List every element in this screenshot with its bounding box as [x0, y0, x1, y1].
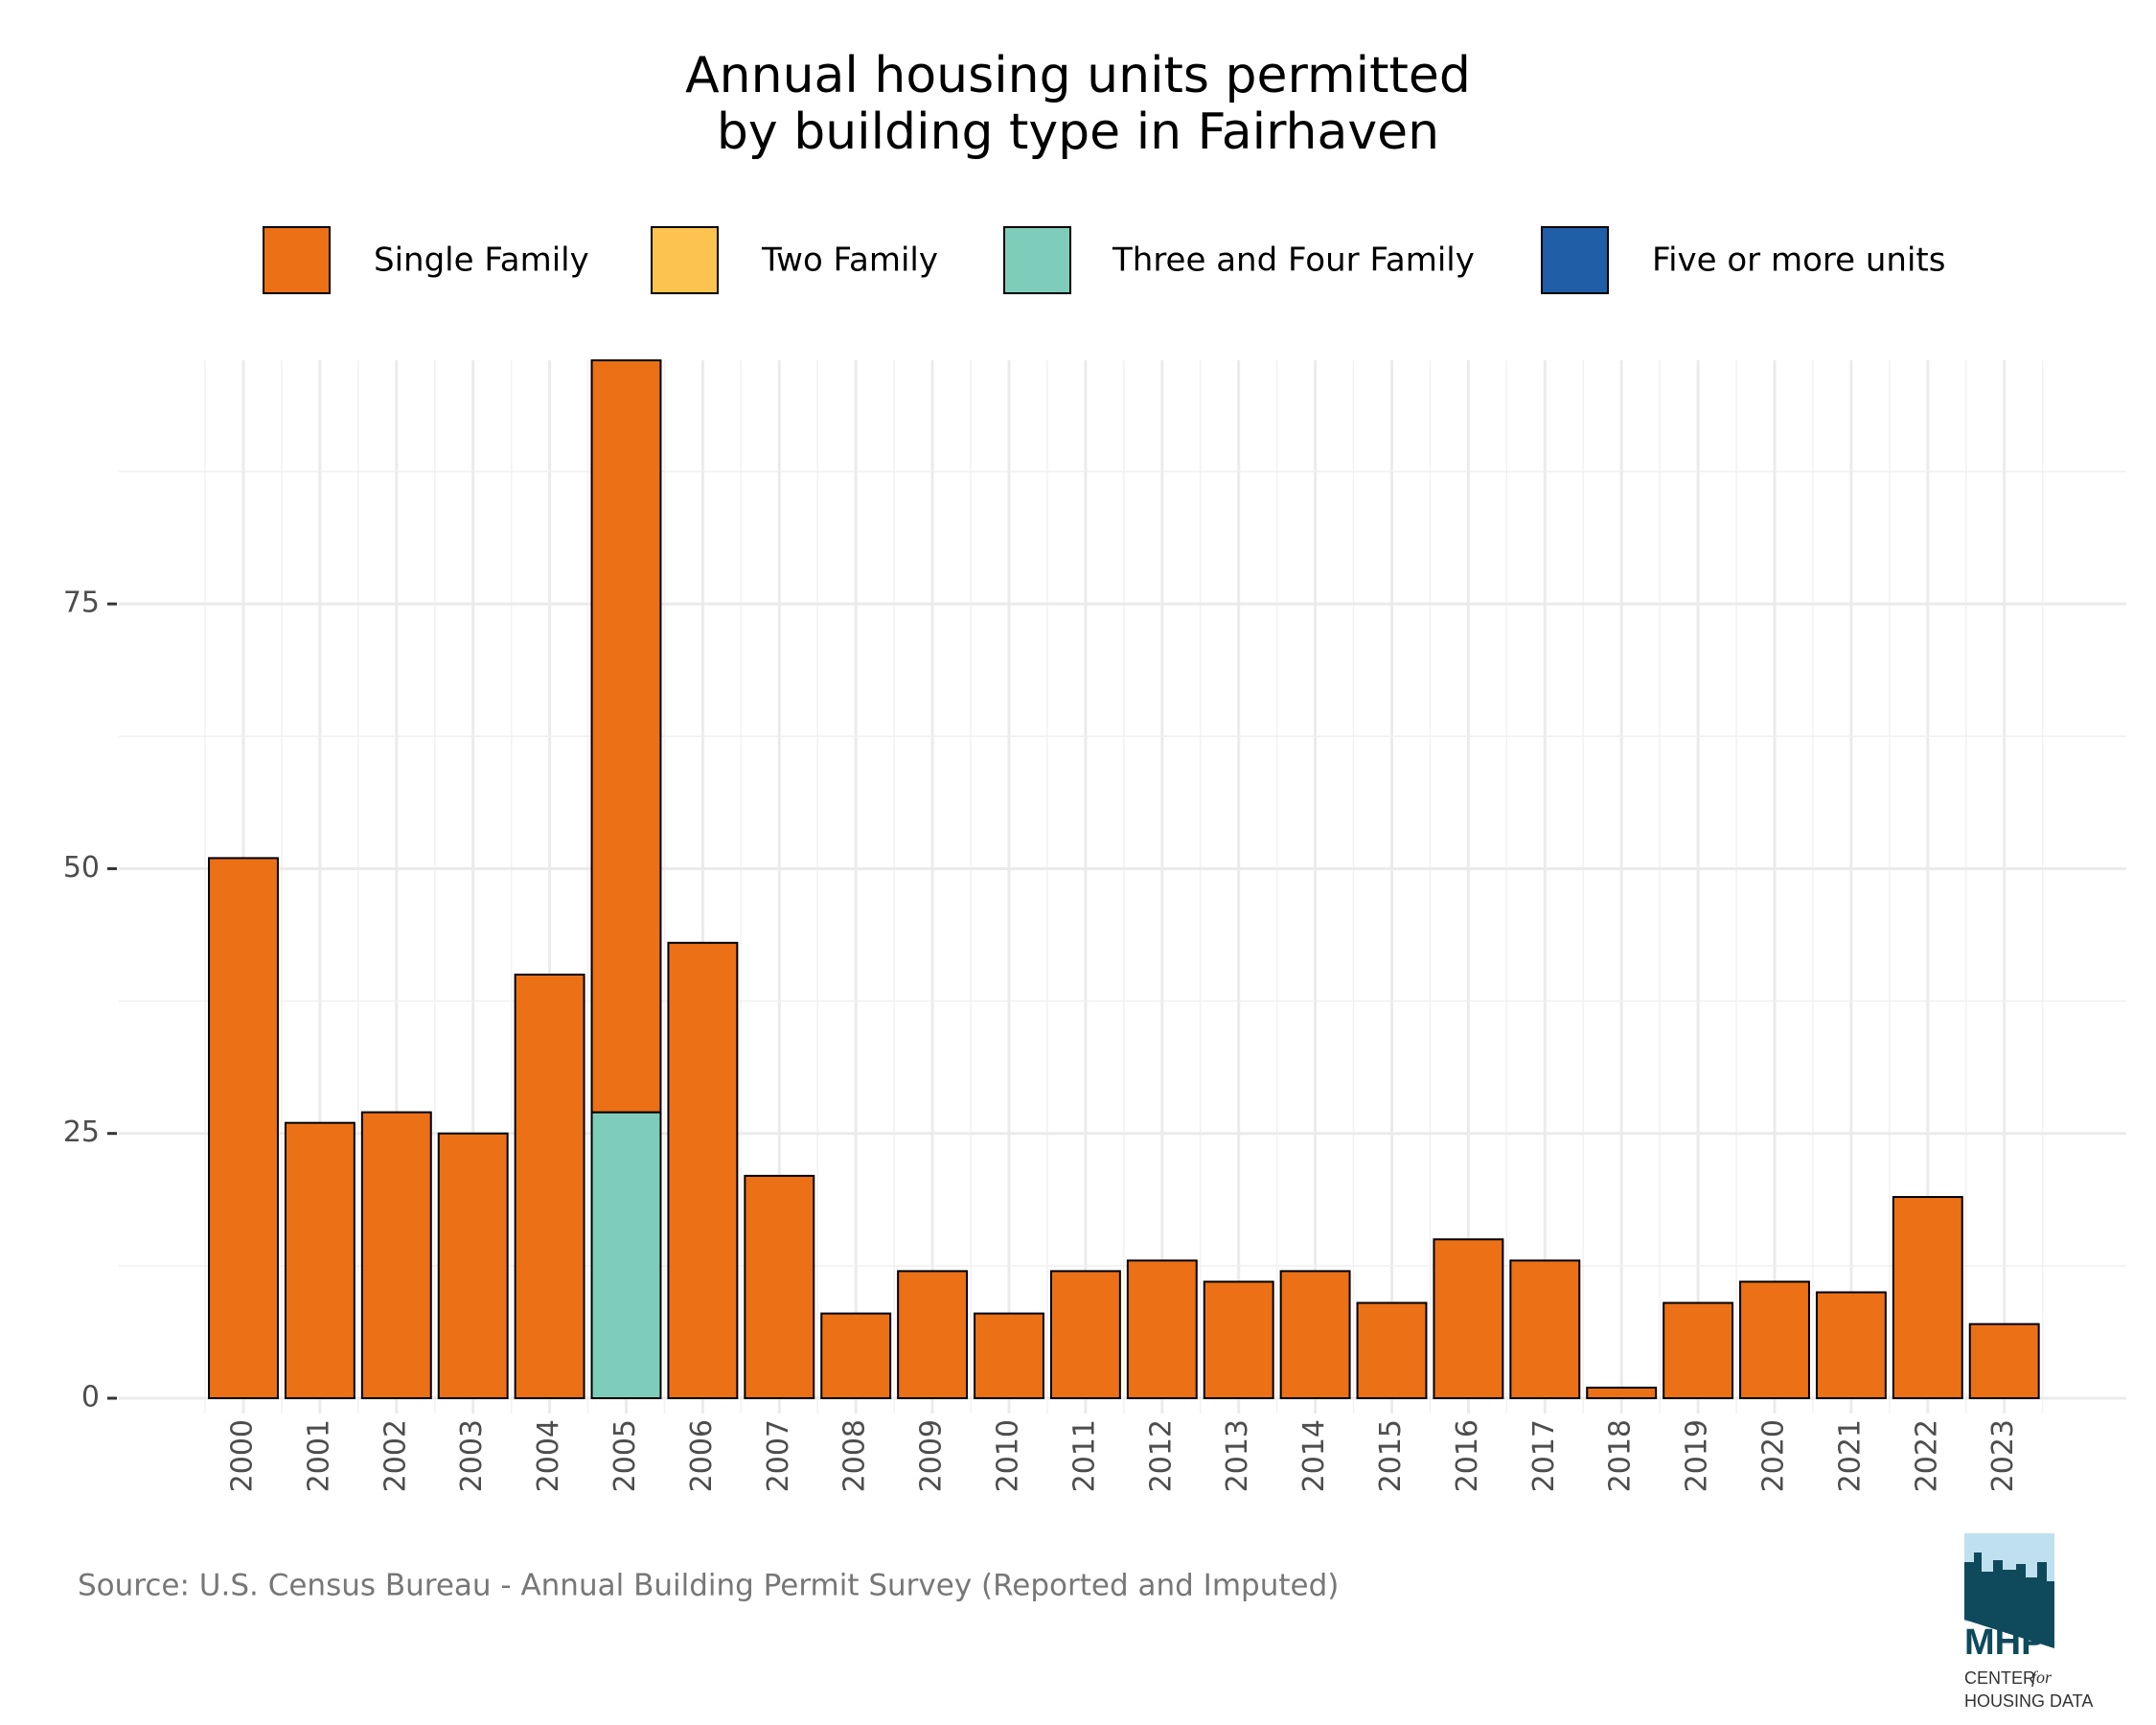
chart-title: Annual housing units permitted — [685, 47, 1471, 104]
logo: MHP CENTER for HOUSING DATA — [1964, 1533, 2093, 1711]
bar-segment — [1049, 1270, 1121, 1399]
bar-segment — [667, 941, 739, 1400]
x-tick-label: 2014 — [1297, 1419, 1331, 1492]
x-tick-label: 2022 — [1910, 1419, 1943, 1492]
legend-swatch — [651, 226, 719, 294]
x-tick-label: 2010 — [992, 1419, 1025, 1492]
y-tick-label: 25 — [63, 1116, 100, 1149]
y-tick-label: 50 — [63, 851, 100, 885]
bar-segment — [1892, 1196, 1963, 1400]
legend-label: Single Family — [374, 242, 589, 280]
bar-segment — [208, 857, 279, 1399]
chart-title: by building type in Fairhaven — [717, 104, 1439, 161]
bar-segment — [1739, 1280, 1810, 1399]
logo-text: CENTER — [1964, 1668, 2035, 1688]
bar-segment — [820, 1312, 892, 1399]
bar-segment — [284, 1121, 356, 1399]
bar-segment — [514, 973, 585, 1399]
bar-segment — [1433, 1238, 1504, 1400]
x-tick-label: 2011 — [1067, 1419, 1101, 1492]
bar-segment — [437, 1132, 509, 1399]
logo-text: for — [2031, 1668, 2053, 1687]
x-tick-label: 2013 — [1221, 1419, 1254, 1492]
bar-segment — [360, 1111, 432, 1399]
x-tick-label: 2005 — [608, 1419, 642, 1492]
x-tick-label: 2006 — [685, 1419, 719, 1492]
legend-label: Two Family — [761, 242, 938, 280]
legend-label: Three and Four Family — [1112, 242, 1475, 280]
bar-segment — [897, 1270, 969, 1399]
x-tick-label: 2004 — [532, 1419, 565, 1492]
bar-segment — [1126, 1259, 1198, 1400]
source-note: Source: U.S. Census Bureau - Annual Buil… — [78, 1569, 1339, 1603]
x-tick-label: 2002 — [378, 1419, 412, 1492]
x-tick-label: 2003 — [455, 1419, 489, 1492]
bar-segment — [1815, 1291, 1887, 1399]
bar-segment — [1968, 1322, 2040, 1399]
bar-segment — [590, 359, 662, 1114]
bar-segment — [744, 1174, 815, 1400]
x-tick-label: 2019 — [1681, 1419, 1714, 1492]
x-tick-label: 2008 — [838, 1419, 872, 1492]
y-tick-label: 0 — [81, 1381, 100, 1414]
bar-segment — [590, 1111, 662, 1399]
x-tick-label: 2023 — [1986, 1419, 2020, 1492]
legend-swatch — [263, 226, 331, 294]
bar-segment — [1203, 1280, 1274, 1399]
logo-text: HOUSING DATA — [1964, 1691, 2093, 1711]
legend-label: Five or more units — [1652, 242, 1945, 280]
bar-segment — [1663, 1301, 1734, 1399]
x-tick-label: 2018 — [1604, 1419, 1638, 1492]
x-tick-label: 2012 — [1144, 1419, 1178, 1492]
logo-text: MHP — [1964, 1622, 2045, 1663]
legend-swatch — [1541, 226, 1609, 294]
x-tick-label: 2009 — [915, 1419, 949, 1492]
x-tick-label: 2007 — [762, 1419, 795, 1492]
bar-segment — [1509, 1259, 1581, 1400]
bar-segment — [974, 1312, 1044, 1399]
x-tick-label: 2016 — [1451, 1419, 1484, 1492]
bar-segment — [1279, 1270, 1351, 1399]
x-tick-label: 2017 — [1527, 1419, 1561, 1492]
legend-swatch — [1003, 226, 1071, 294]
bar-segment — [1356, 1301, 1428, 1399]
x-tick-label: 2001 — [302, 1419, 335, 1492]
x-tick-label: 2000 — [226, 1419, 260, 1492]
bar-segment — [1586, 1386, 1658, 1399]
y-tick-label: 75 — [63, 586, 100, 620]
x-tick-label: 2020 — [1757, 1419, 1791, 1492]
x-tick-label: 2015 — [1374, 1419, 1408, 1492]
logo-skyline — [1964, 1552, 2054, 1648]
x-tick-label: 2021 — [1833, 1419, 1867, 1492]
